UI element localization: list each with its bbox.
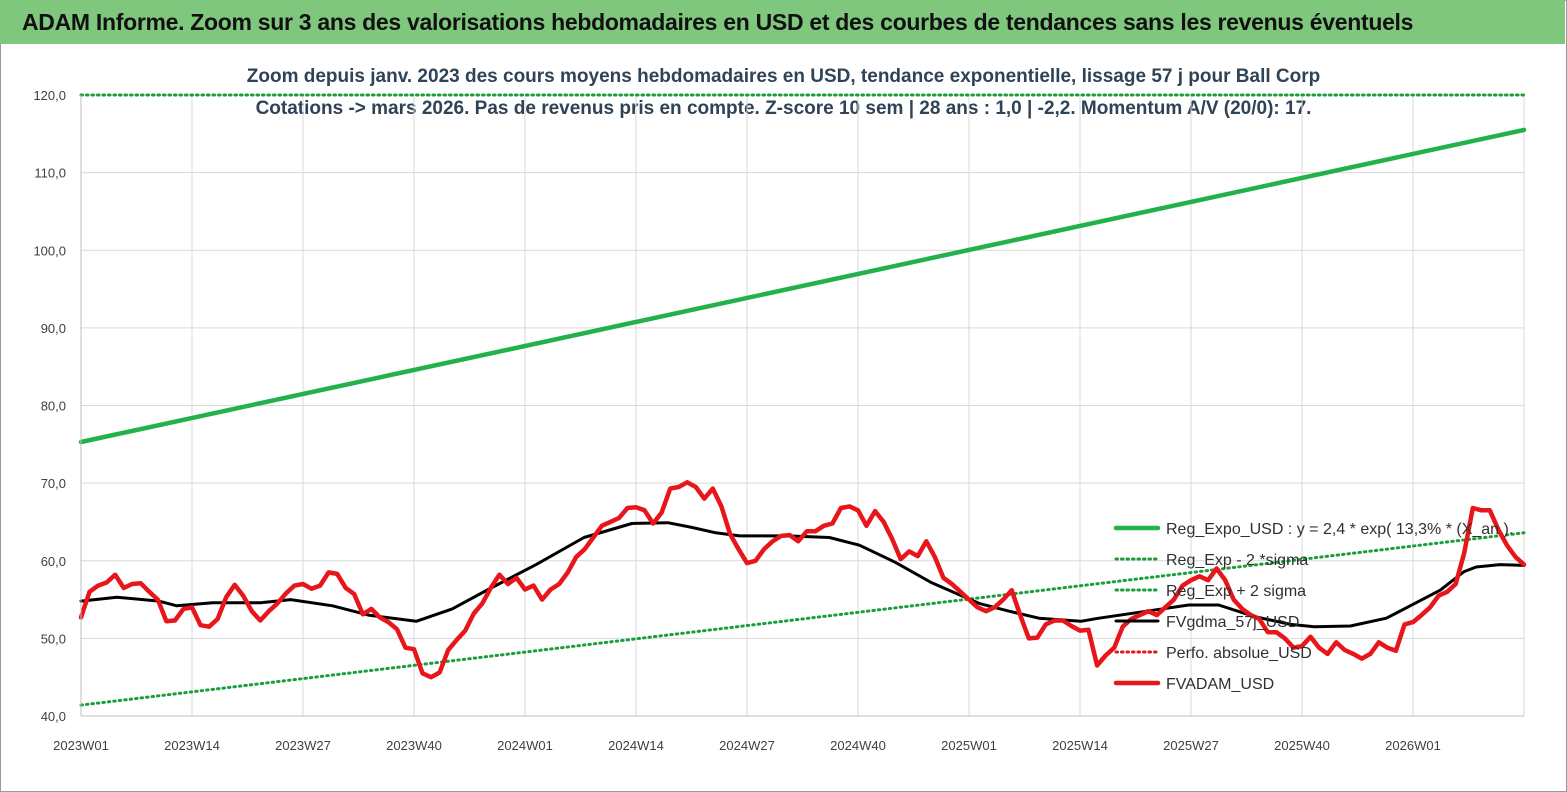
legend-label: Reg_Exp + 2 sigma	[1166, 583, 1306, 600]
x-tick-label: 2024W14	[608, 738, 664, 753]
x-tick-label: 2024W01	[497, 738, 553, 753]
report-title: ADAM Informe. Zoom sur 3 ans des valoris…	[22, 9, 1414, 35]
report-banner: ADAM Informe. Zoom sur 3 ans des valoris…	[0, 0, 1565, 44]
y-tick-label: 120,0	[33, 88, 66, 103]
x-tick-label: 2025W27	[1163, 738, 1219, 753]
x-tick-label: 2025W01	[941, 738, 997, 753]
y-tick-label: 110,0	[34, 166, 66, 181]
y-tick-label: 70,0	[41, 476, 66, 491]
series-line	[78, 480, 1527, 680]
legend-label: Reg_Expo_USD : y = 2,4 * exp( 13,3% * (X…	[1166, 521, 1513, 538]
x-tick-label: 2026W01	[1385, 738, 1441, 753]
series-line	[79, 521, 1526, 629]
x-tick-label: 2025W14	[1052, 738, 1108, 753]
x-tick-label: 2023W40	[386, 738, 442, 753]
series-line	[79, 531, 1526, 707]
y-tick-label: 40,0	[41, 709, 66, 724]
x-tick-label: 2025W40	[1274, 738, 1330, 753]
legend-label: FVgdma_57j_USD	[1166, 614, 1299, 631]
x-tick-label: 2023W01	[53, 738, 109, 753]
legend: Reg_Expo_USD : y = 2,4 * exp( 13,3% * (X…	[1113, 521, 1513, 693]
y-tick-label: 60,0	[41, 554, 66, 569]
x-tick-label: 2023W27	[275, 738, 331, 753]
chart-subtitle: Cotations -> mars 2026. Pas de revenus p…	[255, 98, 1312, 119]
y-tick-label: 90,0	[41, 321, 66, 336]
y-tick-label: 50,0	[41, 631, 66, 646]
series-line	[78, 127, 1527, 445]
x-tick-label: 2024W40	[830, 738, 886, 753]
series-group	[78, 93, 1527, 707]
x-tick-label: 2024W27	[719, 738, 775, 753]
y-tick-label: 80,0	[41, 399, 66, 414]
x-tick-label: 2023W14	[164, 738, 220, 753]
chart-title: Zoom depuis janv. 2023 des cours moyens …	[246, 66, 1321, 87]
gridlines	[80, 94, 1525, 717]
y-tick-label: 100,0	[33, 243, 66, 258]
axes: 40,0 50,0 60,0 70,0 80,0 90,0 100,0 110,0 120,0 2…	[33, 88, 1524, 753]
legend-label: Reg_Exp - 2 *sigma	[1166, 552, 1308, 569]
legend-label: FVADAM_USD	[1166, 676, 1274, 693]
legend-label: Perfo. absolue_USD	[1166, 645, 1312, 662]
